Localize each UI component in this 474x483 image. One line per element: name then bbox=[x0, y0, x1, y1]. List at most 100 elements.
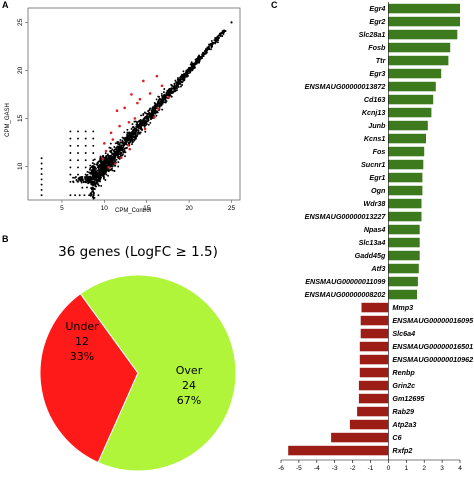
scatter-point bbox=[104, 152, 107, 155]
scatter-point bbox=[154, 104, 157, 107]
scatter-point bbox=[69, 173, 72, 176]
scatter-point bbox=[124, 139, 127, 142]
bar-label: Egr1 bbox=[369, 173, 385, 182]
bar bbox=[361, 302, 389, 313]
bar-x-tick-label: -4 bbox=[314, 465, 320, 472]
scatter-point bbox=[167, 93, 169, 96]
scatter-point bbox=[183, 78, 186, 81]
pie-label-under-name: Under bbox=[65, 320, 99, 333]
scatter-point bbox=[158, 105, 161, 108]
pie-chart: 36 genes (LogFC ≥ 1.5) Under 12 33% Over… bbox=[39, 244, 237, 472]
bar-label: Gadd45g bbox=[355, 251, 386, 260]
scatter-point bbox=[151, 109, 154, 112]
scatter-highlighted-point bbox=[148, 92, 152, 95]
scatter-point bbox=[134, 120, 137, 123]
scatter-point bbox=[105, 167, 108, 170]
bar bbox=[359, 354, 389, 365]
scatter-point bbox=[69, 144, 72, 147]
scatter-point bbox=[103, 163, 106, 166]
scatter-point bbox=[157, 101, 160, 104]
scatter-point bbox=[143, 125, 146, 128]
scatter-point bbox=[114, 154, 117, 156]
scatter-highlighted-point bbox=[136, 101, 139, 105]
scatter-point bbox=[131, 123, 134, 126]
scatter-point bbox=[89, 175, 92, 178]
scatter-point bbox=[136, 131, 139, 134]
scatter-point bbox=[87, 179, 90, 182]
scatter-point bbox=[148, 115, 151, 118]
bar bbox=[360, 328, 389, 339]
scatter-highlighted-point bbox=[160, 84, 164, 88]
scatter-point bbox=[111, 165, 114, 168]
scatter-point bbox=[201, 55, 204, 58]
scatter-point bbox=[164, 101, 167, 104]
scatter-point bbox=[92, 192, 95, 195]
scatter-point bbox=[183, 76, 186, 79]
scatter-point bbox=[84, 152, 87, 154]
bar bbox=[388, 16, 460, 27]
scatter-point bbox=[75, 179, 78, 181]
scatter-point bbox=[175, 85, 178, 88]
scatter-point bbox=[83, 194, 86, 197]
scatter-point bbox=[152, 112, 155, 115]
scatter-highlighted-point bbox=[126, 143, 130, 147]
bar-x-tick-label: 4 bbox=[458, 465, 462, 472]
scatter-point bbox=[84, 137, 87, 140]
scatter-point bbox=[109, 142, 112, 145]
bar bbox=[388, 276, 418, 287]
bar-label: Atf3 bbox=[370, 264, 385, 273]
scatter-point bbox=[204, 49, 207, 52]
scatter-point bbox=[198, 60, 201, 63]
bar-label: Egr3 bbox=[369, 69, 385, 78]
scatter-point bbox=[162, 101, 164, 104]
scatter-point bbox=[151, 115, 154, 118]
scatter-point bbox=[173, 90, 176, 92]
scatter-plot-frame bbox=[27, 7, 241, 201]
bar-label: Npas4 bbox=[364, 225, 386, 234]
scatter-point bbox=[136, 125, 139, 128]
scatter-point bbox=[123, 150, 126, 153]
scatter-point bbox=[100, 167, 103, 170]
bar-label: Rxfp2 bbox=[392, 446, 412, 455]
scatter-point bbox=[77, 166, 79, 169]
scatter-point bbox=[83, 180, 85, 183]
scatter-point bbox=[90, 169, 93, 172]
bar bbox=[331, 432, 389, 443]
scatter-point bbox=[113, 170, 116, 172]
scatter-point bbox=[136, 121, 139, 124]
scatter-point bbox=[91, 162, 94, 165]
bar-label: Slc13a4 bbox=[359, 238, 386, 247]
scatter-point bbox=[117, 151, 120, 153]
scatter-point bbox=[84, 144, 87, 147]
scatter-point bbox=[113, 146, 116, 148]
scatter-point bbox=[161, 108, 164, 111]
scatter-point bbox=[146, 113, 149, 116]
scatter-point bbox=[133, 120, 136, 123]
bar-label: Sucnr1 bbox=[361, 160, 385, 169]
scatter-point bbox=[92, 152, 95, 154]
scatter-point bbox=[170, 83, 173, 86]
scatter-point bbox=[40, 194, 43, 197]
scatter-point bbox=[188, 69, 190, 72]
pie-label-under-count: 12 bbox=[75, 335, 89, 348]
scatter-point bbox=[128, 136, 131, 139]
scatter-point bbox=[77, 144, 79, 147]
scatter-point bbox=[178, 78, 181, 81]
bar-x-tick-label: -5 bbox=[296, 465, 302, 472]
bar bbox=[360, 315, 389, 326]
scatter-point bbox=[177, 80, 180, 83]
scatter-point bbox=[81, 179, 84, 182]
scatter-point bbox=[178, 82, 181, 85]
scatter-point bbox=[40, 178, 43, 181]
scatter-point bbox=[89, 164, 92, 167]
scatter-highlighted-point bbox=[138, 97, 142, 101]
pie-label-over-name: Over bbox=[176, 364, 203, 377]
scatter-point bbox=[190, 63, 193, 66]
scatter-point bbox=[173, 88, 176, 91]
scatter-point bbox=[182, 70, 185, 73]
scatter-point bbox=[40, 162, 43, 165]
scatter-point bbox=[98, 178, 101, 181]
scatter-point bbox=[131, 141, 134, 144]
bar-label: Fosb bbox=[368, 43, 386, 52]
scatter-point bbox=[100, 176, 103, 179]
